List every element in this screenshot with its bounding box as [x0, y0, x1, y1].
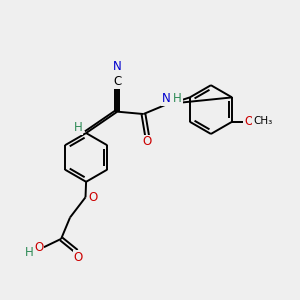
Text: O: O: [74, 251, 83, 264]
Text: N: N: [162, 92, 171, 105]
Text: O: O: [143, 136, 152, 148]
Text: O: O: [34, 241, 43, 254]
Text: O: O: [88, 191, 98, 204]
Text: C: C: [113, 75, 122, 88]
Text: H: H: [173, 92, 182, 105]
Text: CH₃: CH₃: [253, 116, 272, 126]
Text: N: N: [113, 60, 122, 73]
Text: O: O: [244, 115, 253, 128]
Text: H: H: [25, 246, 33, 259]
Text: H: H: [74, 121, 82, 134]
